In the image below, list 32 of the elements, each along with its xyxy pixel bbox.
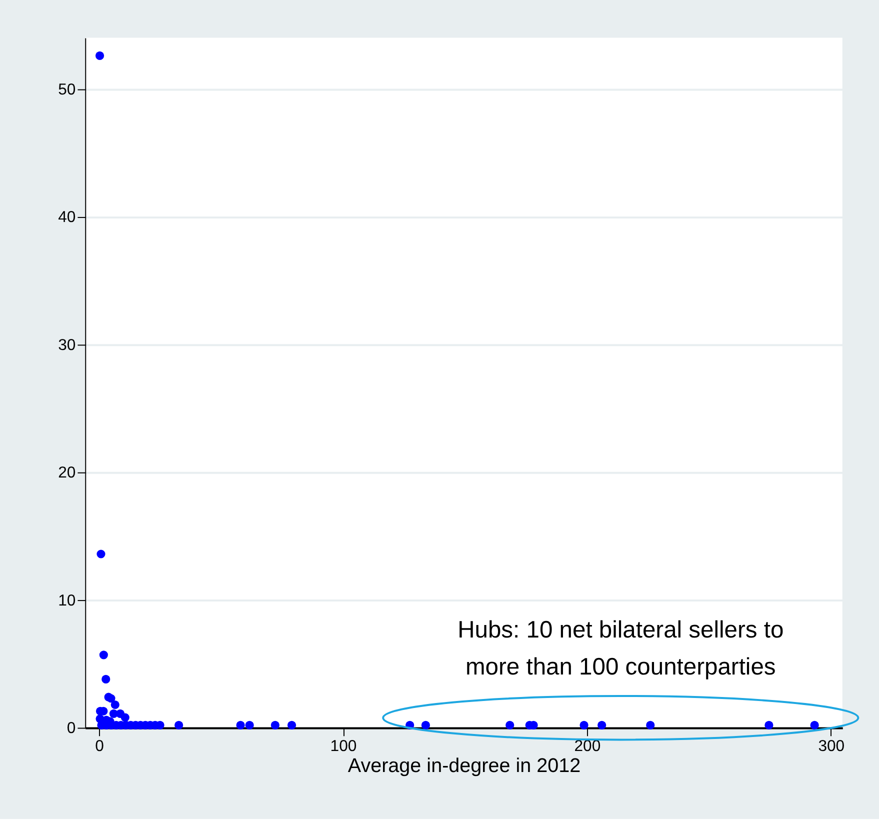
- point: [598, 720, 606, 730]
- x-tick-label: 100: [330, 738, 357, 756]
- point: [102, 674, 110, 684]
- x-tick-label: 200: [574, 738, 601, 756]
- y-tick-label: 10: [58, 592, 76, 610]
- annotation: more than 100 counterparties: [466, 653, 776, 680]
- point: [421, 720, 430, 730]
- point: [236, 720, 245, 730]
- x-tick-label: 0: [95, 738, 104, 756]
- y-tick-label: 30: [58, 336, 76, 354]
- x-axis-title: Average in-degree in 2012: [348, 754, 581, 777]
- point: [270, 720, 280, 730]
- point: [245, 720, 254, 730]
- point: [646, 720, 655, 730]
- y-tick-label: 50: [58, 81, 76, 98]
- point: [95, 51, 104, 60]
- point: [810, 720, 819, 730]
- point: [110, 700, 120, 710]
- point: [580, 720, 588, 730]
- point: [96, 550, 106, 558]
- point: [764, 720, 774, 730]
- point: [99, 650, 108, 660]
- point: [106, 694, 116, 703]
- point: [506, 720, 514, 730]
- annotation: Hubs: 10 net bilateral sellers to: [458, 616, 784, 644]
- point: [120, 713, 130, 722]
- x-tick-label: 300: [818, 738, 845, 756]
- y-tick-label: 20: [58, 464, 76, 482]
- point: [174, 720, 184, 730]
- y-tick-label: 0: [66, 720, 76, 738]
- point: [287, 720, 296, 730]
- y-tick-label: 40: [58, 209, 76, 226]
